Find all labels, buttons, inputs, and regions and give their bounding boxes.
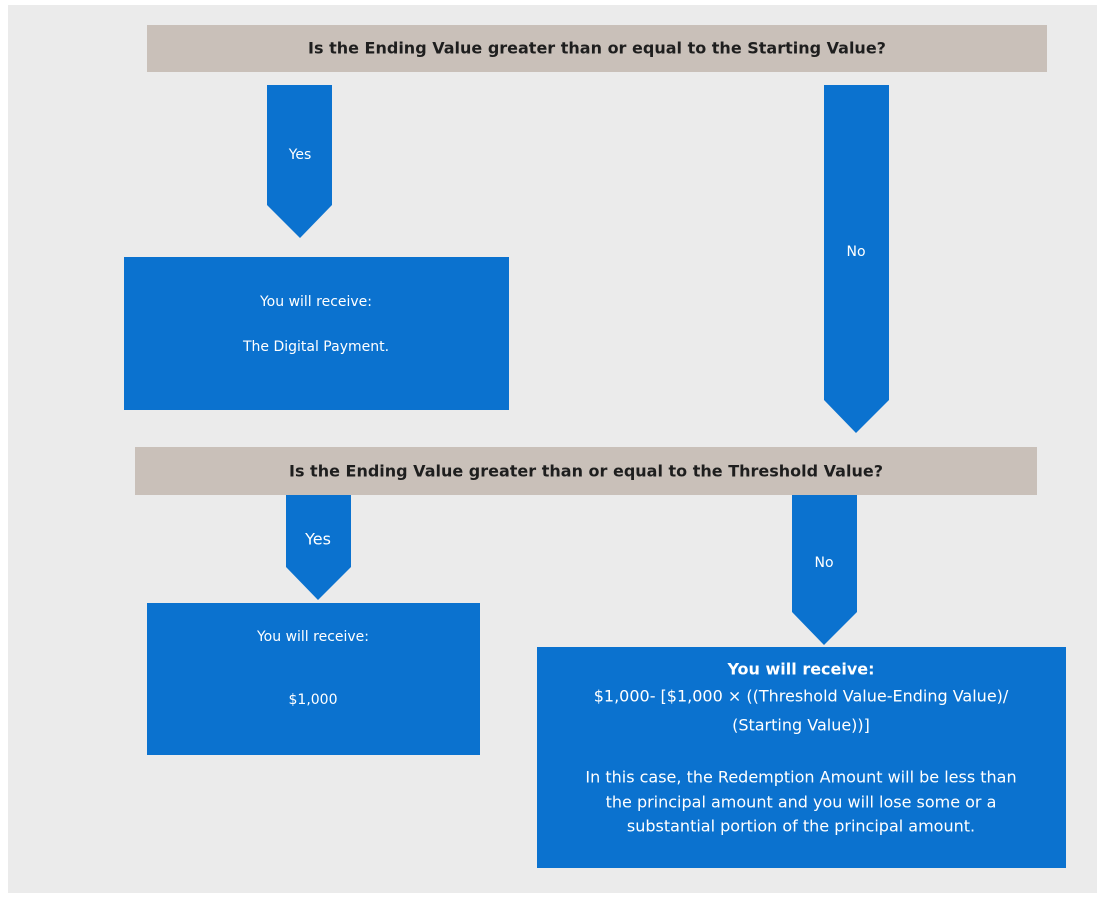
outcome-formula: $1,000- [$1,000 × ((Threshold Value-Endi… [594,687,1009,706]
arrow-label: No [846,244,865,260]
question-bar [135,447,1037,495]
outcome-text: You will receive: [256,629,369,645]
outcome-box [124,257,509,410]
question: Is the Ending Value greater than or equa… [308,39,886,58]
outcome-box [147,603,480,755]
outcome-text: You will receive: [259,294,372,310]
yes-arrow [267,85,332,238]
arrow-label: No [814,555,833,571]
arrow-label: Yes [288,147,312,163]
question: Is the Ending Value greater than or equa… [289,462,883,481]
outcome-box [537,647,1066,868]
outcome-text: $1,000 [289,692,338,708]
outcome-note: the principal amount and you will lose s… [606,793,997,812]
outcome-heading: You will receive: [726,660,874,679]
outcome-formula: (Starting Value))] [732,716,870,735]
question-bar [147,25,1047,72]
outcome-note: substantial portion of the principal amo… [627,817,975,836]
no-arrow [824,85,889,433]
no-arrow [792,495,857,645]
outcome-text: The Digital Payment. [242,339,389,355]
yes-arrow [286,495,351,600]
arrow-label: Yes [304,530,331,549]
outcome-note: In this case, the Redemption Amount will… [585,768,1016,787]
